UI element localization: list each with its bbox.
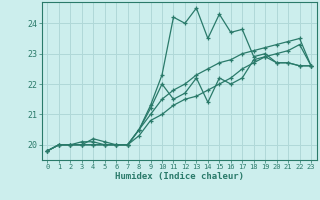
X-axis label: Humidex (Indice chaleur): Humidex (Indice chaleur) [115,172,244,181]
